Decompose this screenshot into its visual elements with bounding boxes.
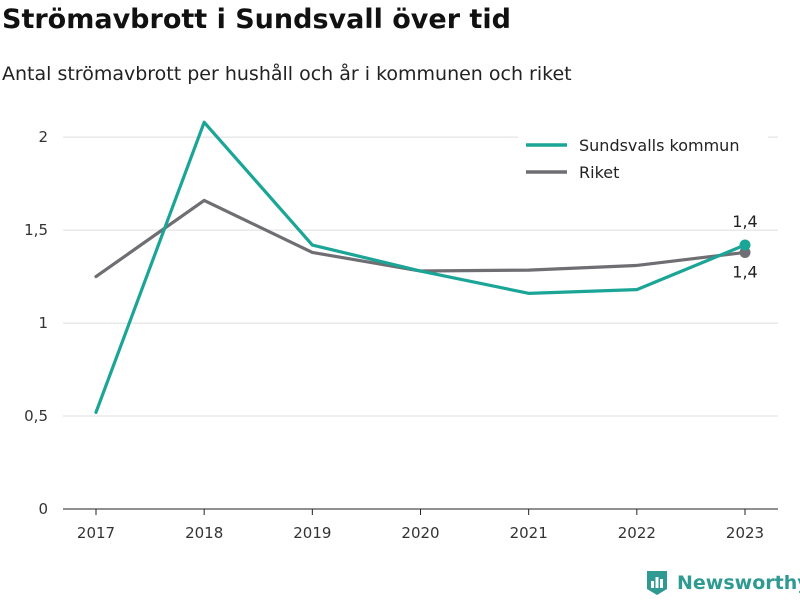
x-tick-label: 2017 [77,524,115,542]
brand-name: Newsworthy [677,572,800,594]
x-tick-label: 2021 [510,524,548,542]
x-tick-label: 2018 [185,524,223,542]
y-tick-label: 1 [38,314,48,332]
series-line-sundsvall [94,120,747,414]
axes: 0 0,5 1 1,5 2 2017 2018 2019 2020 2021 2022 2023 [24,128,778,542]
x-tick-label: 2022 [618,524,656,542]
legend-label-riket: Riket [579,163,619,182]
y-tick-label: 0 [38,500,48,518]
legend-background [518,128,768,186]
legend-label-sundsvall: Sundsvalls kommun [579,136,739,155]
end-label-riket: 1,4 [732,262,757,281]
y-tick-label: 1,5 [24,221,48,239]
series-lines: 1,4 1,4 [94,120,758,414]
x-tick-label: 2019 [293,524,331,542]
end-point-sundsvall [739,239,751,251]
y-tick-label: 0,5 [24,407,48,425]
newsworthy-logo-icon [647,571,667,595]
legend: Sundsvalls kommun Riket [518,128,768,186]
series-line-riket [94,198,747,279]
chart-title: Strömavbrott i Sundsvall över tid [2,4,511,35]
x-tick-label: 2020 [401,524,439,542]
x-tick-label: 2023 [726,524,764,542]
y-tick-label: 2 [38,128,48,146]
newsworthy-brand: Newsworthy [645,569,800,597]
end-label-sundsvall: 1,4 [732,212,757,231]
chart-subtitle: Antal strömavbrott per hushåll och år i … [2,63,572,85]
